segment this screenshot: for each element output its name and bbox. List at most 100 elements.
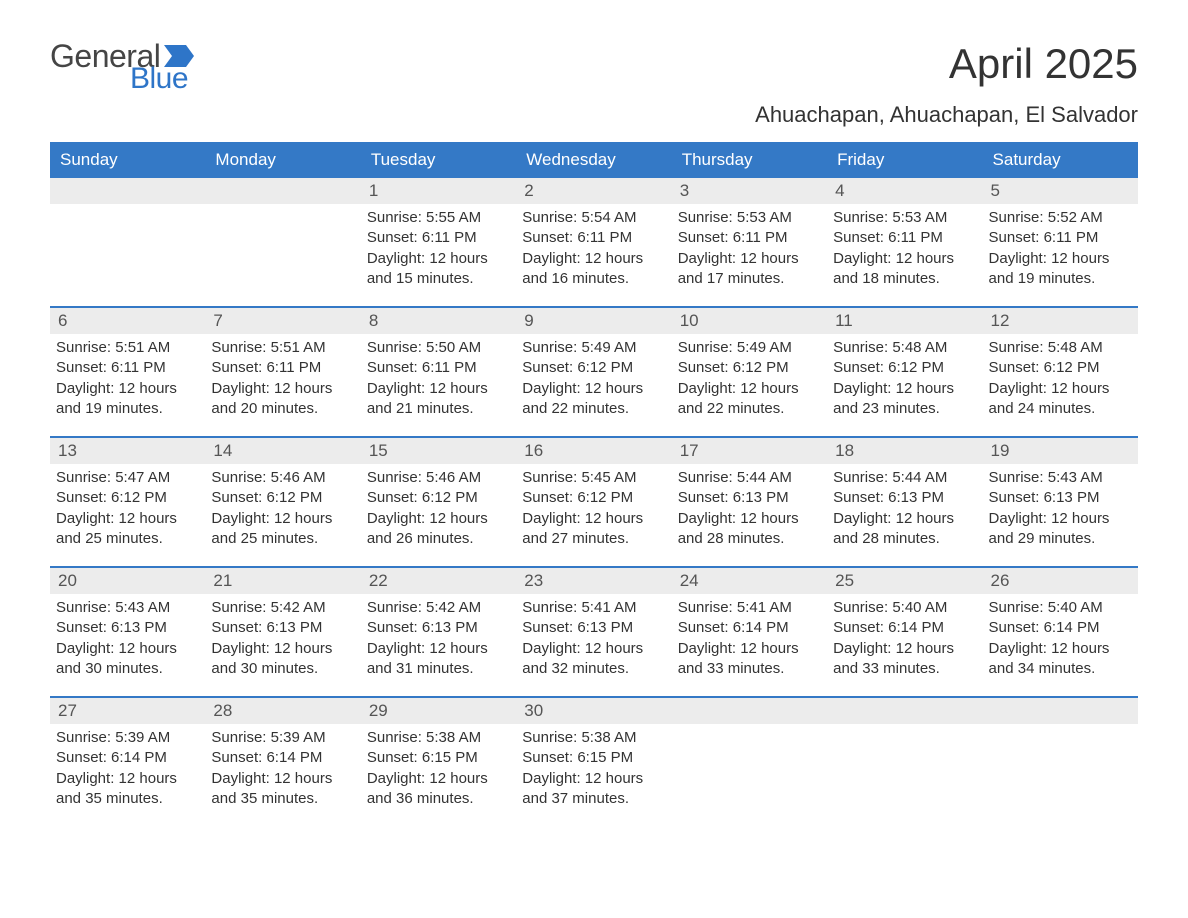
day-number: 25 bbox=[827, 568, 982, 594]
daylight-line: Daylight: 12 hours and 30 minutes. bbox=[211, 639, 354, 680]
day-number: 8 bbox=[361, 308, 516, 334]
calendar-day: 12Sunrise: 5:48 AMSunset: 6:12 PMDayligh… bbox=[983, 308, 1138, 436]
sunrise-value: 5:49 AM bbox=[737, 339, 792, 356]
sunset-label: Sunset: bbox=[522, 619, 573, 636]
sunrise-line: Sunrise: 5:44 AM bbox=[833, 468, 976, 488]
sunset-label: Sunset: bbox=[367, 489, 418, 506]
day-details: Sunrise: 5:43 AMSunset: 6:13 PMDaylight:… bbox=[50, 594, 205, 693]
location-subtitle: Ahuachapan, Ahuachapan, El Salvador bbox=[755, 102, 1138, 128]
daylight-line: Daylight: 12 hours and 25 minutes. bbox=[211, 509, 354, 550]
day-number: 5 bbox=[983, 178, 1138, 204]
sunrise-value: 5:40 AM bbox=[1048, 599, 1103, 616]
daylight-line: Daylight: 12 hours and 20 minutes. bbox=[211, 379, 354, 420]
sunrise-value: 5:45 AM bbox=[581, 469, 636, 486]
daylight-line: Daylight: 12 hours and 28 minutes. bbox=[833, 509, 976, 550]
sunrise-label: Sunrise: bbox=[522, 339, 577, 356]
day-details: Sunrise: 5:47 AMSunset: 6:12 PMDaylight:… bbox=[50, 464, 205, 563]
sunrise-line: Sunrise: 5:51 AM bbox=[56, 338, 199, 358]
sunset-line: Sunset: 6:15 PM bbox=[522, 748, 665, 768]
sunset-line: Sunset: 6:11 PM bbox=[56, 358, 199, 378]
daylight-label: Daylight: bbox=[522, 510, 580, 527]
daylight-line: Daylight: 12 hours and 23 minutes. bbox=[833, 379, 976, 420]
sunrise-label: Sunrise: bbox=[989, 339, 1044, 356]
sunset-line: Sunset: 6:11 PM bbox=[211, 358, 354, 378]
calendar-day: 26Sunrise: 5:40 AMSunset: 6:14 PMDayligh… bbox=[983, 568, 1138, 696]
daylight-label: Daylight: bbox=[522, 640, 580, 657]
sunset-label: Sunset: bbox=[211, 489, 262, 506]
sunrise-line: Sunrise: 5:53 AM bbox=[833, 208, 976, 228]
calendar-day: 18 Sunrise: 5:44 AMSunset: 6:13 PMDayligh… bbox=[827, 438, 982, 566]
daylight-label: Daylight: bbox=[56, 510, 114, 527]
daylight-line: Daylight: 12 hours and 31 minutes. bbox=[367, 639, 510, 680]
sunrise-line: Sunrise: 5:41 AM bbox=[522, 598, 665, 618]
sunset-value: 6:12 PM bbox=[111, 489, 167, 506]
sunrise-label: Sunrise: bbox=[678, 469, 733, 486]
daylight-line: Daylight: 12 hours and 36 minutes. bbox=[367, 769, 510, 810]
calendar-body: 1Sunrise: 5:55 AMSunset: 6:11 PMDaylight… bbox=[50, 178, 1138, 826]
sunrise-label: Sunrise: bbox=[678, 209, 733, 226]
sunset-line: Sunset: 6:14 PM bbox=[56, 748, 199, 768]
sunset-line: Sunset: 6:12 PM bbox=[367, 488, 510, 508]
day-number bbox=[827, 698, 982, 724]
day-details: Sunrise: 5:46 AMSunset: 6:12 PMDaylight:… bbox=[205, 464, 360, 563]
calendar-day: 22Sunrise: 5:42 AMSunset: 6:13 PMDayligh… bbox=[361, 568, 516, 696]
calendar-day: 20Sunrise: 5:43 AMSunset: 6:13 PMDayligh… bbox=[50, 568, 205, 696]
calendar-day: 29Sunrise: 5:38 AMSunset: 6:15 PMDayligh… bbox=[361, 698, 516, 826]
day-number: 11 bbox=[827, 308, 982, 334]
day-number: 24 bbox=[672, 568, 827, 594]
sunset-value: 6:11 PM bbox=[1044, 229, 1099, 246]
day-details: Sunrise: 5:46 AMSunset: 6:12 PMDaylight:… bbox=[361, 464, 516, 563]
daylight-label: Daylight: bbox=[522, 250, 580, 267]
day-number: 18 bbox=[827, 438, 982, 464]
day-details: Sunrise: 5:50 AMSunset: 6:11 PMDaylight:… bbox=[361, 334, 516, 433]
sunrise-line: Sunrise: 5:38 AM bbox=[522, 728, 665, 748]
sunset-label: Sunset: bbox=[989, 229, 1040, 246]
day-details: Sunrise: 5:39 AMSunset: 6:14 PMDaylight:… bbox=[50, 724, 205, 823]
day-number: 20 bbox=[50, 568, 205, 594]
daylight-line: Daylight: 12 hours and 22 minutes. bbox=[522, 379, 665, 420]
calendar-day: 5Sunrise: 5:52 AMSunset: 6:11 PMDaylight… bbox=[983, 178, 1138, 306]
sunrise-line: Sunrise: 5:42 AM bbox=[211, 598, 354, 618]
day-number: 12 bbox=[983, 308, 1138, 334]
sunrise-line: Sunrise: 5:46 AM bbox=[211, 468, 354, 488]
sunrise-value: 5:49 AM bbox=[581, 339, 636, 356]
daylight-line: Daylight: 12 hours and 35 minutes. bbox=[211, 769, 354, 810]
sunrise-label: Sunrise: bbox=[678, 339, 733, 356]
sunset-label: Sunset: bbox=[678, 619, 729, 636]
weekday-header: Friday bbox=[827, 142, 982, 178]
sunrise-label: Sunrise: bbox=[56, 729, 111, 746]
calendar-day: 10Sunrise: 5:49 AMSunset: 6:12 PMDayligh… bbox=[672, 308, 827, 436]
sunset-line: Sunset: 6:13 PM bbox=[522, 618, 665, 638]
sunrise-value: 5:51 AM bbox=[271, 339, 326, 356]
sunrise-value: 5:53 AM bbox=[892, 209, 947, 226]
sunset-label: Sunset: bbox=[367, 229, 418, 246]
title-block: April 2025 Ahuachapan, Ahuachapan, El Sa… bbox=[755, 40, 1138, 128]
sunrise-label: Sunrise: bbox=[833, 469, 888, 486]
sunrise-line: Sunrise: 5:48 AM bbox=[989, 338, 1132, 358]
sunrise-value: 5:39 AM bbox=[271, 729, 326, 746]
sunrise-line: Sunrise: 5:43 AM bbox=[56, 598, 199, 618]
calendar-week: 20Sunrise: 5:43 AMSunset: 6:13 PMDayligh… bbox=[50, 566, 1138, 696]
sunrise-line: Sunrise: 5:43 AM bbox=[989, 468, 1132, 488]
calendar-day: 30Sunrise: 5:38 AMSunset: 6:15 PMDayligh… bbox=[516, 698, 671, 826]
calendar-day bbox=[983, 698, 1138, 826]
calendar-day: 8Sunrise: 5:50 AMSunset: 6:11 PMDaylight… bbox=[361, 308, 516, 436]
daylight-line: Daylight: 12 hours and 16 minutes. bbox=[522, 249, 665, 290]
sunset-label: Sunset: bbox=[211, 619, 262, 636]
sunset-line: Sunset: 6:13 PM bbox=[833, 488, 976, 508]
daylight-label: Daylight: bbox=[367, 770, 425, 787]
sunset-label: Sunset: bbox=[833, 619, 884, 636]
daylight-label: Daylight: bbox=[678, 380, 736, 397]
calendar-day: 17Sunrise: 5:44 AMSunset: 6:13 PMDayligh… bbox=[672, 438, 827, 566]
sunset-line: Sunset: 6:12 PM bbox=[522, 358, 665, 378]
day-number: 27 bbox=[50, 698, 205, 724]
daylight-label: Daylight: bbox=[211, 510, 269, 527]
calendar-day: 28Sunrise: 5:39 AMSunset: 6:14 PMDayligh… bbox=[205, 698, 360, 826]
sunset-label: Sunset: bbox=[56, 359, 107, 376]
daylight-line: Daylight: 12 hours and 37 minutes. bbox=[522, 769, 665, 810]
sunrise-value: 5:43 AM bbox=[1048, 469, 1103, 486]
sunset-label: Sunset: bbox=[833, 229, 884, 246]
sunset-line: Sunset: 6:13 PM bbox=[367, 618, 510, 638]
sunset-line: Sunset: 6:13 PM bbox=[989, 488, 1132, 508]
sunrise-line: Sunrise: 5:44 AM bbox=[678, 468, 821, 488]
